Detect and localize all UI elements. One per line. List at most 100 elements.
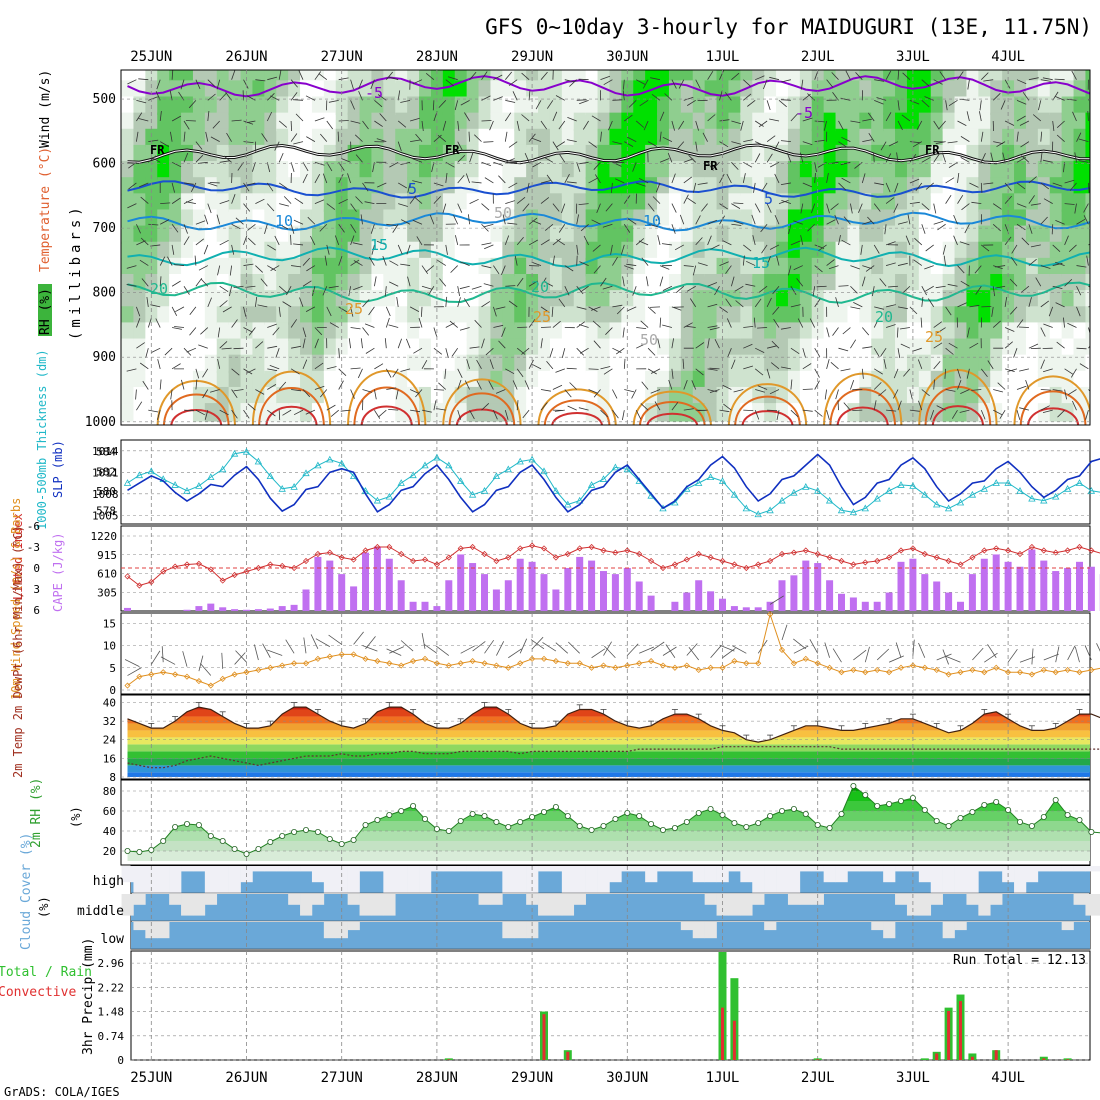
- rh-shading-cell: [918, 241, 932, 261]
- rh2m-point: [743, 824, 750, 831]
- wind-barb: [992, 203, 1002, 210]
- rh-shading-cell: [895, 354, 908, 374]
- wind-barb: [969, 304, 980, 308]
- rh-shading-cell: [454, 290, 468, 309]
- rh-shading-cell: [966, 322, 979, 341]
- temp-band: [127, 765, 1090, 773]
- wind-barb: [632, 286, 637, 296]
- wind-barb: [966, 111, 970, 122]
- rh-shading-cell: [395, 290, 408, 309]
- rh-shading-cell: [442, 80, 456, 99]
- rh2m-point: [933, 818, 940, 825]
- wind-barb: [957, 120, 967, 126]
- rh-shading-cell: [657, 225, 670, 245]
- wind-barb: [600, 409, 609, 418]
- wind-barb: [1010, 306, 1018, 315]
- rh-shading-cell: [645, 225, 658, 245]
- rh-tick: 40: [103, 825, 116, 838]
- cape-bar: [421, 601, 429, 611]
- wind10m-point: [481, 660, 488, 667]
- wind10m-point: [338, 651, 345, 658]
- rh-shading-cell: [478, 128, 491, 148]
- wind-barb: [707, 338, 710, 349]
- cloud-gap: [990, 866, 1003, 872]
- rh-shading-cell: [657, 241, 670, 261]
- rh-shading-cell: [502, 306, 515, 325]
- wind-barb: [1064, 179, 1075, 184]
- rh-shading-cell: [204, 322, 218, 341]
- rh-shading-cell: [1014, 338, 1027, 358]
- rh-shading-cell: [407, 112, 420, 132]
- wind-barb: [1087, 110, 1089, 122]
- wind-barb: [195, 79, 201, 89]
- wind-barb: [1052, 262, 1063, 266]
- wind-barb: [1040, 389, 1051, 391]
- wind-barb: [362, 299, 370, 308]
- rh2m-point: [648, 821, 655, 828]
- rh-shading-cell: [1061, 96, 1075, 115]
- wind-barb: [549, 348, 554, 358]
- rh-shading-cell: [633, 370, 646, 390]
- rh-shading-cell: [871, 128, 884, 148]
- rh-shading-cell: [264, 274, 277, 293]
- rh-shading-cell: [942, 338, 956, 358]
- wind-barb: [769, 389, 780, 395]
- cape-bar: [683, 592, 691, 611]
- rh-shading-cell: [288, 209, 301, 228]
- wind-barb: [243, 79, 249, 89]
- rh-shading-cell: [454, 322, 468, 341]
- rh-shading-cell: [1014, 80, 1027, 99]
- cape-bar: [826, 580, 834, 611]
- wind10m-point: [719, 664, 726, 671]
- rh-shading-cell: [490, 257, 503, 277]
- rh-shading-cell: [323, 290, 337, 309]
- wind-barb: [960, 157, 970, 163]
- thickness-point: [147, 467, 155, 475]
- wind-barb: [400, 263, 411, 266]
- thickness-point: [980, 485, 988, 492]
- wind-barb: [1016, 385, 1027, 390]
- wind10m-barb: [234, 652, 246, 665]
- wind-barb: [457, 175, 465, 184]
- wind-barb: [524, 380, 530, 390]
- rh-shading-cell: [657, 209, 670, 228]
- wind-barb: [757, 327, 768, 329]
- rh-shading-cell: [288, 80, 301, 99]
- wind-barb: [266, 182, 274, 192]
- wind-barb: [183, 236, 190, 246]
- rh-shading-cell: [430, 354, 444, 374]
- rh-shading-cell: [276, 257, 289, 277]
- wind-barb: [924, 96, 934, 101]
- rh-shading-cell: [1049, 338, 1063, 358]
- rh-shading-cell: [764, 274, 777, 293]
- rh2m-point: [755, 820, 762, 827]
- rh-shading-cell: [323, 338, 337, 358]
- cape-bar: [302, 589, 310, 611]
- rh-shading-cell: [169, 322, 182, 341]
- rh-shading-cell: [1025, 370, 1039, 390]
- contour-label: 10: [275, 212, 293, 230]
- wind-barb: [667, 152, 673, 163]
- rh-shading-cell: [371, 193, 384, 212]
- rh-shading-cell: [478, 112, 491, 132]
- rh-shading-cell: [966, 338, 979, 358]
- wind-barb: [1064, 389, 1067, 400]
- wind-barb: [841, 239, 851, 246]
- wind-barb: [635, 409, 642, 420]
- rh-shading-cell: [787, 403, 801, 422]
- rh-shading-cell: [668, 112, 682, 132]
- rh-shading-cell: [442, 386, 456, 406]
- wind-barb: [552, 384, 563, 390]
- wind-tick: 0: [109, 684, 116, 697]
- rh-shading-cell: [990, 144, 1003, 164]
- wind10m-point: [1076, 669, 1083, 676]
- wind-barb: [1010, 257, 1018, 266]
- wind10m-point: [767, 611, 774, 618]
- wind-barb: [377, 94, 387, 101]
- wind10m-point: [136, 673, 143, 680]
- wind-barb: [450, 265, 458, 273]
- wind10m-barb: [912, 639, 915, 656]
- rh-shading-cell: [252, 96, 265, 115]
- wind10m-barb: [591, 648, 606, 659]
- rh-shading-cell: [288, 322, 301, 341]
